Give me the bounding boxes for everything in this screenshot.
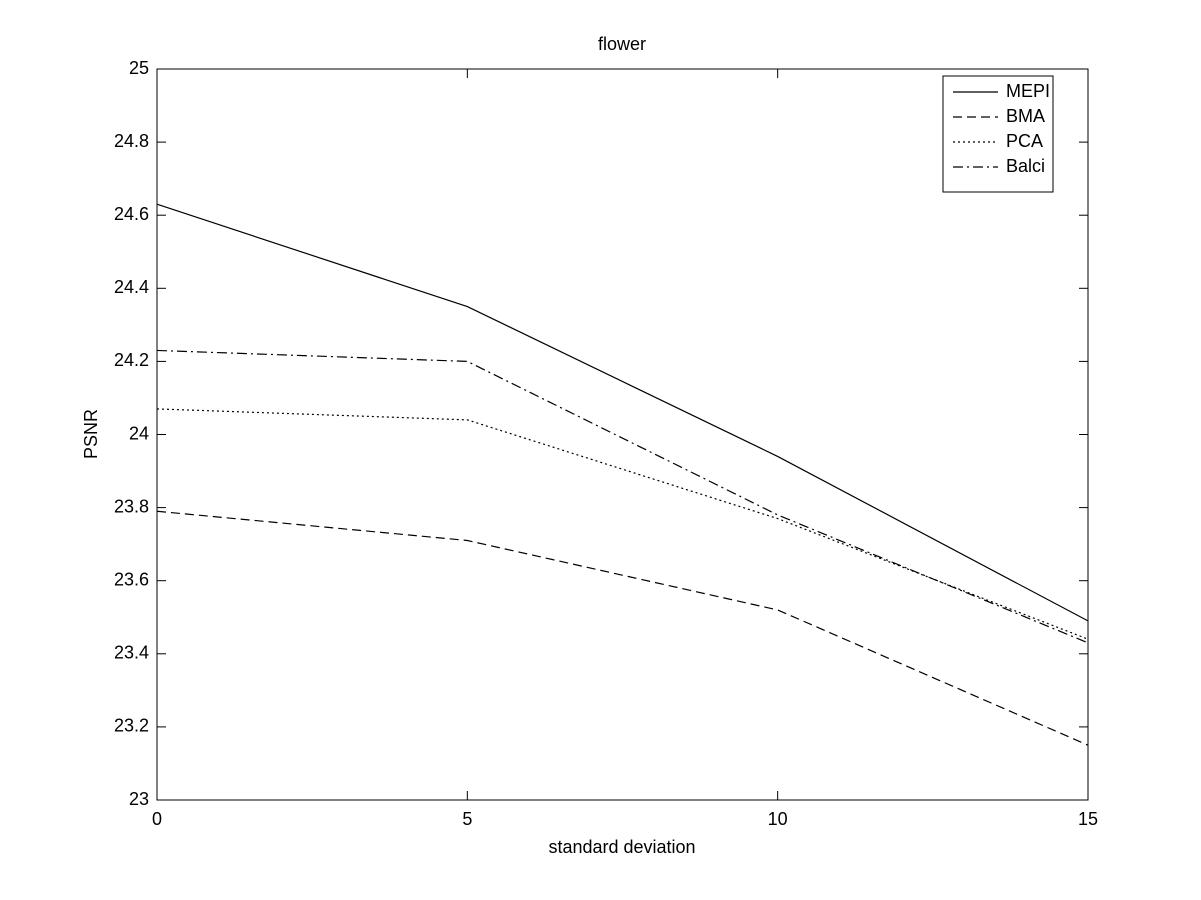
y-tick-label: 24.8: [114, 131, 149, 151]
y-tick-label: 23.2: [114, 716, 149, 736]
legend-label: Balci: [1006, 156, 1045, 176]
series-line: [156, 408, 1089, 640]
y-tick-label: 25: [129, 58, 149, 78]
y-axis-label: PSNR: [81, 409, 101, 459]
series-line: [156, 203, 1089, 622]
y-tick-label: 23.8: [114, 496, 149, 516]
chart-title: flower: [598, 34, 646, 54]
y-tick-label: 24.4: [114, 277, 149, 297]
y-tick-label: 23.4: [114, 643, 149, 663]
y-tick-label: 24.2: [114, 350, 149, 370]
series-line: [156, 510, 1089, 746]
x-tick-label: 0: [152, 809, 162, 829]
y-tick-label: 24: [129, 423, 149, 443]
legend-box: [942, 75, 1054, 193]
legend-label: MEPI: [1006, 81, 1050, 101]
series-line: [156, 349, 1089, 644]
y-tick-label: 24.6: [114, 204, 149, 224]
x-axis-label: standard deviation: [548, 837, 695, 857]
x-tick-label: 5: [462, 809, 472, 829]
legend-label: BMA: [1006, 106, 1045, 126]
legend-label: PCA: [1006, 131, 1043, 151]
y-tick-label: 23: [129, 789, 149, 809]
x-tick-label: 15: [1078, 809, 1098, 829]
x-tick-label: 10: [768, 809, 788, 829]
y-tick-label: 23.6: [114, 569, 149, 589]
